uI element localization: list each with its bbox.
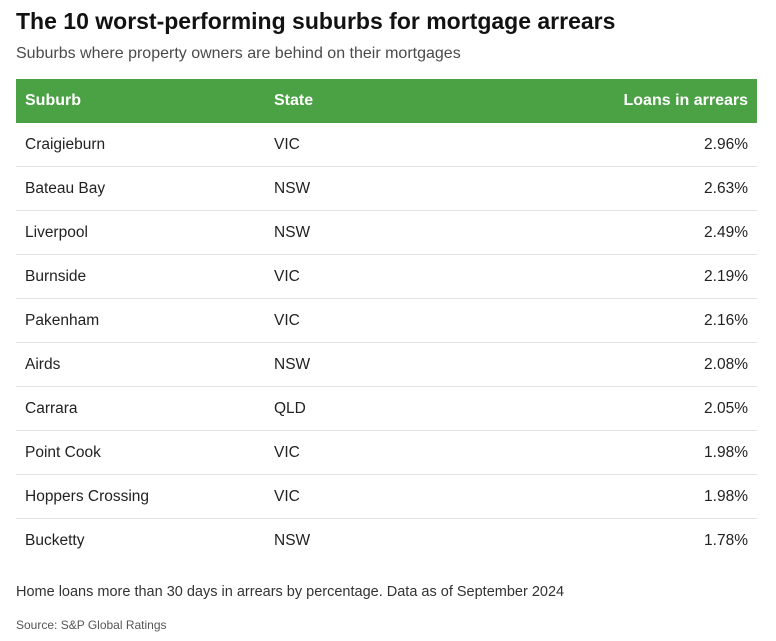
arrears-table: Suburb State Loans in arrears Craigiebur… <box>16 79 757 562</box>
arrears-cell: 2.19% <box>514 254 757 299</box>
arrears-cell: 1.98% <box>514 430 757 475</box>
suburb-cell: Hoppers Crossing <box>16 474 265 519</box>
suburb-cell: Bateau Bay <box>16 166 265 211</box>
suburb-cell: Craigieburn <box>16 123 265 167</box>
column-header-loans-in-arrears: Loans in arrears <box>514 79 757 123</box>
arrears-cell: 2.63% <box>514 166 757 211</box>
state-cell: VIC <box>265 123 514 167</box>
table-row: Bucketty NSW 1.78% <box>16 519 757 563</box>
table-row: Point Cook VIC 1.98% <box>16 430 757 475</box>
arrears-cell: 2.49% <box>514 210 757 255</box>
column-header-state: State <box>265 79 514 123</box>
table-row: Carrara QLD 2.05% <box>16 386 757 431</box>
suburb-cell: Pakenham <box>16 298 265 343</box>
table-row: Bateau Bay NSW 2.63% <box>16 166 757 211</box>
footnote: Home loans more than 30 days in arrears … <box>16 584 565 600</box>
table-row: Airds NSW 2.08% <box>16 342 757 387</box>
state-cell: VIC <box>265 254 514 299</box>
state-cell: QLD <box>265 386 514 431</box>
chart-subtitle: Suburbs where property owners are behind… <box>16 45 461 62</box>
state-cell: NSW <box>265 166 514 211</box>
table-body: Craigieburn VIC 2.96% Bateau Bay NSW 2.63% Liv… <box>16 123 757 562</box>
arrears-cell: 1.78% <box>704 531 748 549</box>
arrears-cell: 2.16% <box>514 298 757 343</box>
suburb-cell: Burnside <box>16 254 265 299</box>
state-cell: NSW <box>265 342 514 387</box>
chart-title: The 10 worst-performing suburbs for mort… <box>16 8 616 34</box>
suburb-cell: Airds <box>16 342 265 387</box>
suburb-cell: Carrara <box>16 386 265 431</box>
suburb-cell: Point Cook <box>16 430 265 475</box>
table-row: Burnside VIC 2.19% <box>16 254 757 299</box>
arrears-cell: 1.98% <box>514 474 757 519</box>
column-header-suburb: Suburb <box>16 79 265 123</box>
arrears-cell: 2.96% <box>514 123 757 167</box>
table-row: Hoppers Crossing VIC 1.98% <box>16 474 757 519</box>
arrears-cell: 2.08% <box>514 342 757 387</box>
table-row: Liverpool NSW 2.49% <box>16 210 757 255</box>
state-cell: NSW <box>265 210 514 255</box>
state-cell: VIC <box>265 298 514 343</box>
suburb-cell: Liverpool <box>16 210 265 255</box>
state-cell: NSW <box>274 531 311 549</box>
state-cell: VIC <box>265 474 514 519</box>
arrears-cell: 2.05% <box>514 386 757 431</box>
state-cell: VIC <box>265 430 514 475</box>
table-row: Craigieburn VIC 2.96% <box>16 123 757 167</box>
source-note: Source: S&P Global Ratings <box>16 618 167 632</box>
suburb-cell: Bucketty <box>25 531 85 549</box>
table-row: Pakenham VIC 2.16% <box>16 298 757 343</box>
table-header: Suburb State Loans in arrears <box>16 79 757 123</box>
header-row: Suburb State Loans in arrears <box>16 79 757 123</box>
